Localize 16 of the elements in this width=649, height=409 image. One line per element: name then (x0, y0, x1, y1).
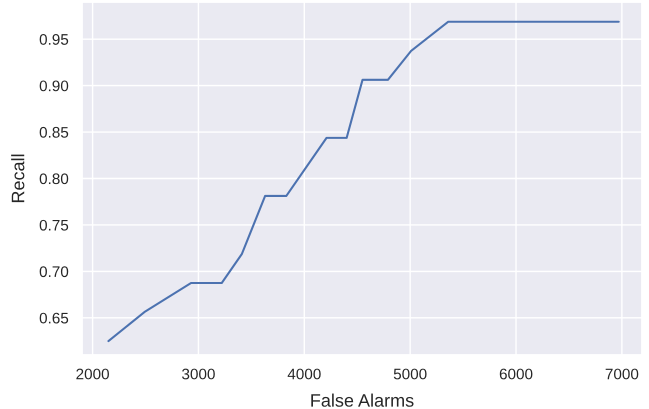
y-tick-label: 0.90 (40, 80, 68, 92)
x-tick-label: 2000 (76, 368, 109, 380)
line-series (107, 20, 620, 342)
x-tick-label: 6000 (500, 368, 532, 380)
y-tick-label: 0.85 (40, 126, 68, 138)
y-tick-label: 0.70 (40, 266, 68, 278)
y-tick-label: 0.95 (40, 34, 68, 45)
x-tick-label: 4000 (288, 368, 321, 380)
y-tick-label: 0.75 (40, 220, 68, 231)
x-axis-title: False Alarms (311, 394, 414, 407)
y-axis-title: Recall (11, 154, 24, 202)
y-tick-label: 0.80 (40, 173, 68, 184)
x-tick-label: 3000 (182, 368, 215, 380)
y-tick-label: 0.65 (40, 312, 68, 324)
x-tick-label: 5000 (394, 368, 427, 380)
x-tick-label: 7000 (606, 368, 638, 380)
